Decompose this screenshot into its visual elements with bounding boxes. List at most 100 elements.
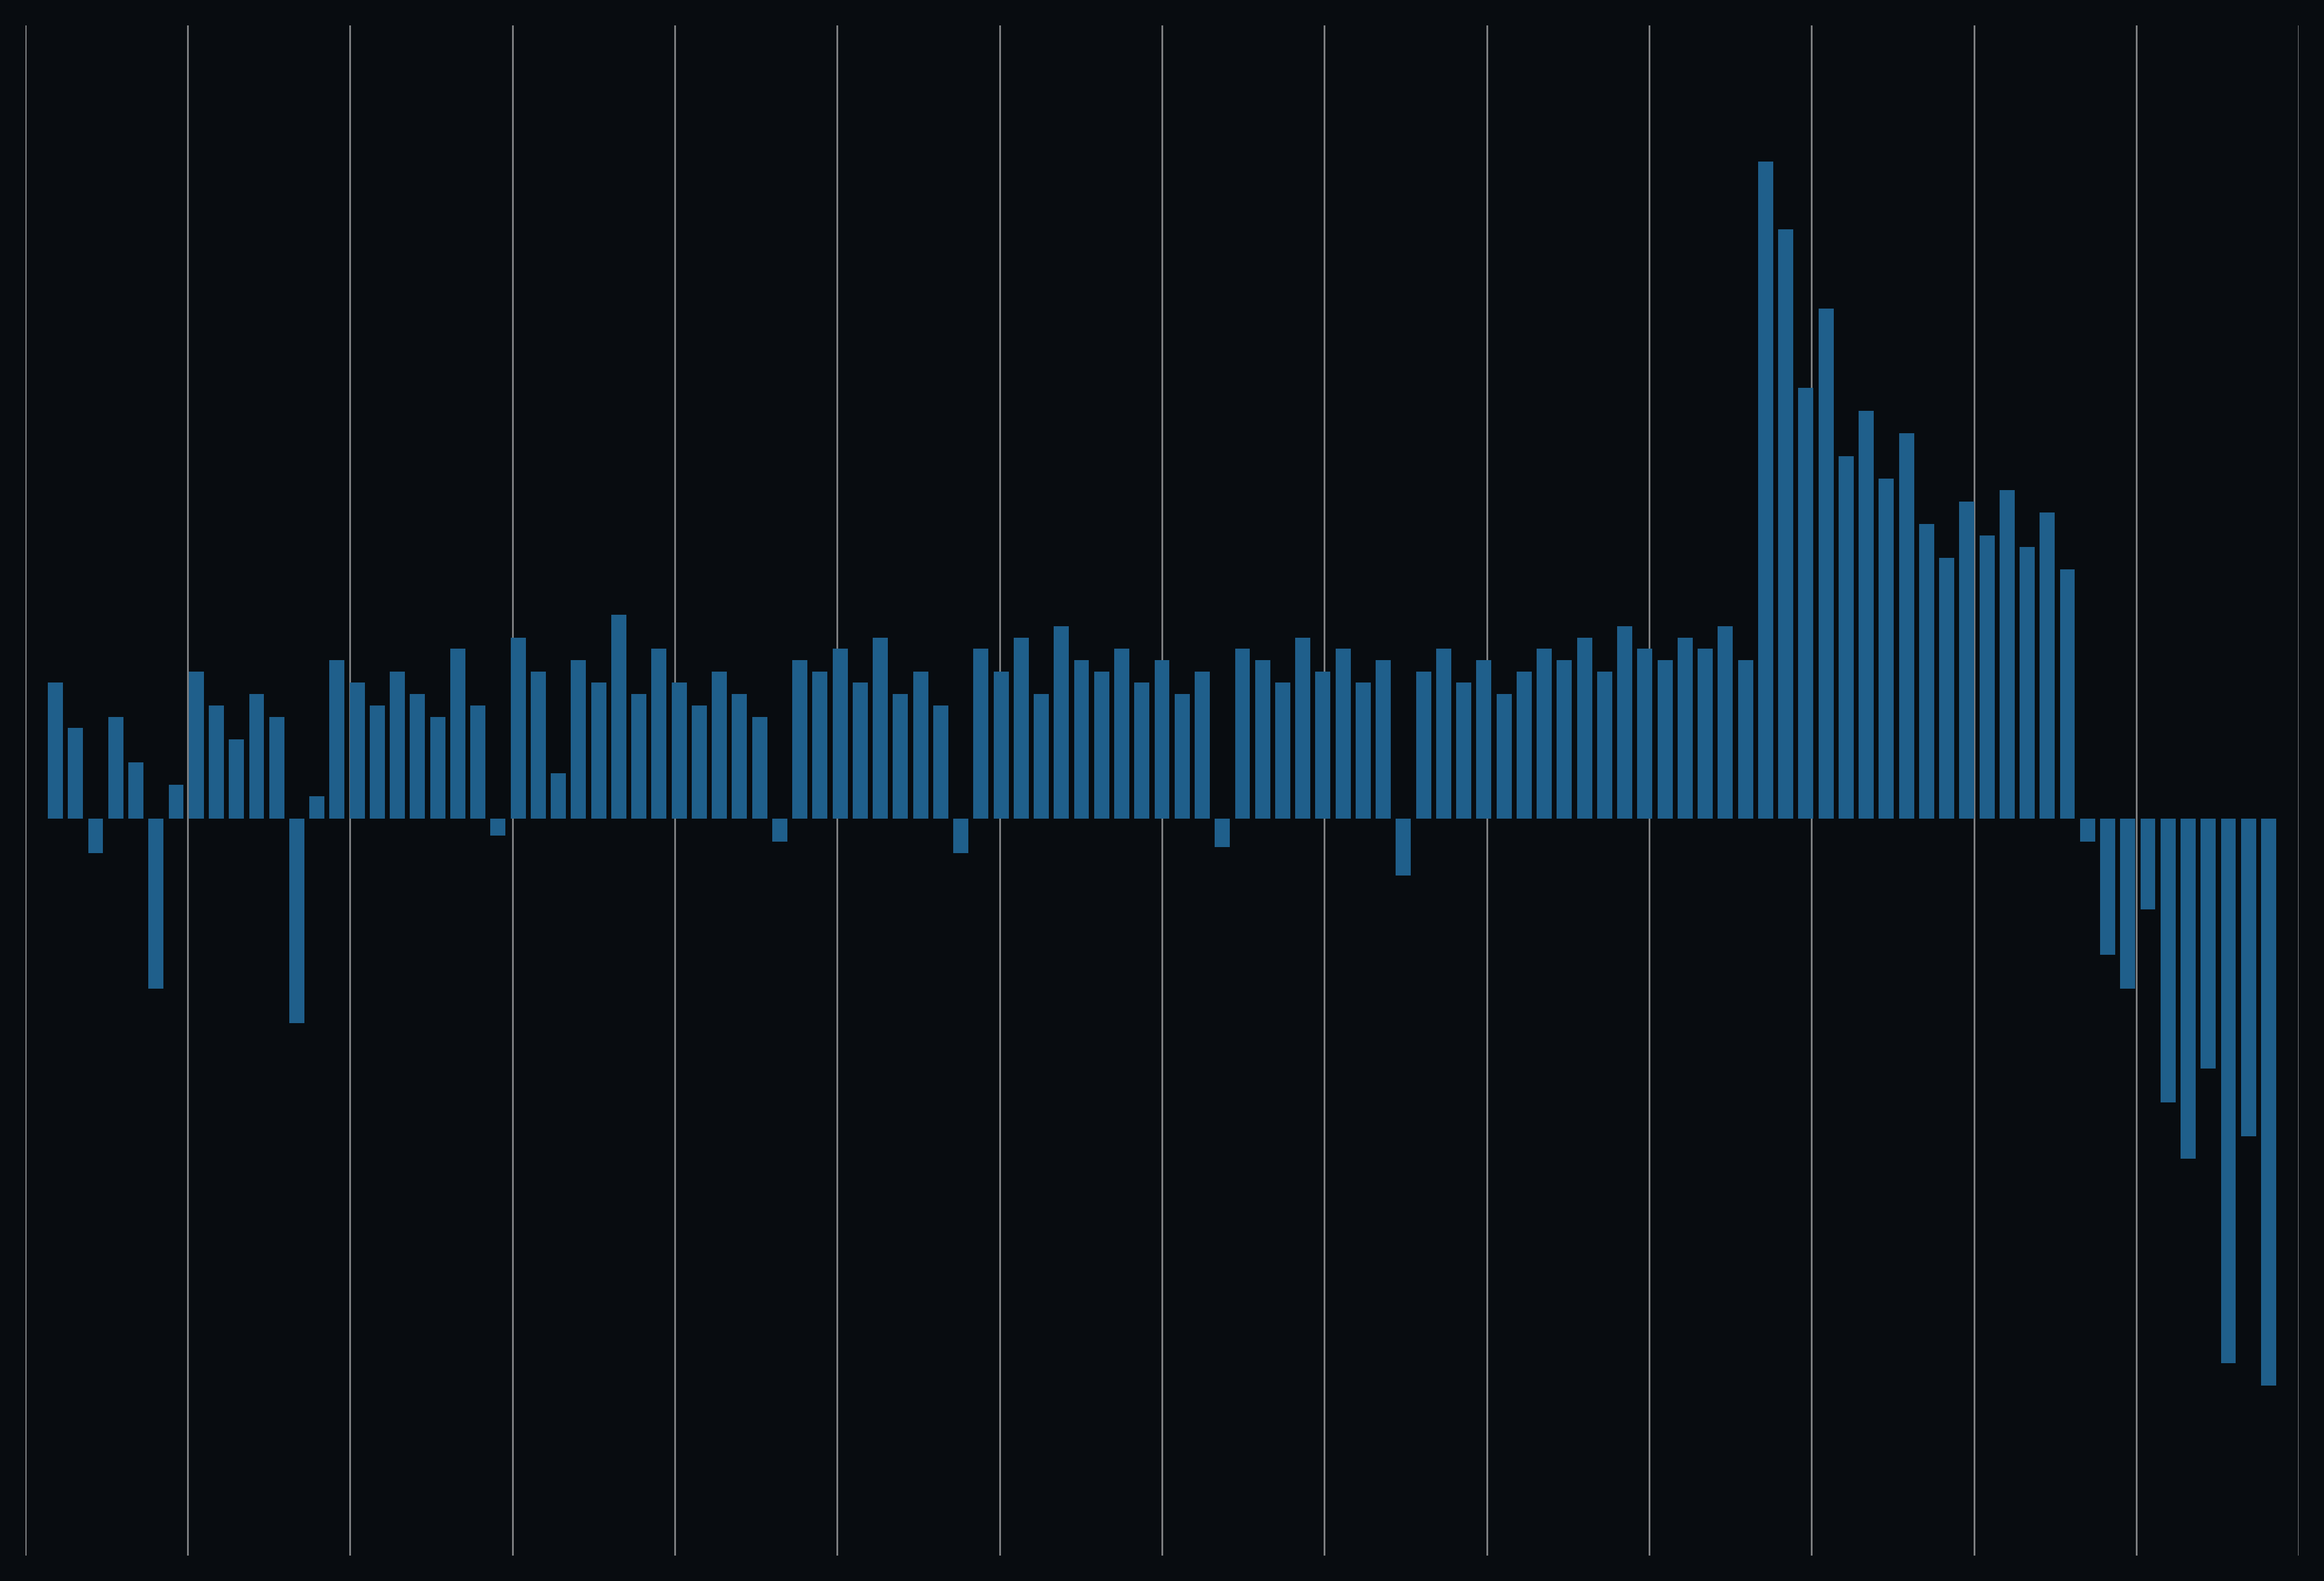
Bar — [209, 705, 223, 819]
Bar — [230, 740, 244, 819]
Bar — [2161, 819, 2175, 1102]
Bar — [88, 819, 102, 852]
Bar — [792, 661, 806, 819]
Bar — [590, 683, 607, 819]
Bar — [67, 729, 84, 819]
Bar — [170, 784, 184, 819]
Bar — [1557, 661, 1571, 819]
Bar — [370, 705, 386, 819]
Bar — [813, 672, 827, 819]
Bar — [832, 648, 848, 819]
Bar — [1095, 672, 1109, 819]
Bar — [732, 694, 746, 819]
Bar — [2201, 819, 2215, 1069]
Bar — [1878, 479, 1894, 819]
Bar — [469, 705, 486, 819]
Bar — [2020, 547, 2036, 819]
Bar — [349, 683, 365, 819]
Bar — [1074, 661, 1090, 819]
Bar — [1518, 672, 1532, 819]
Bar — [1034, 694, 1048, 819]
Bar — [1113, 648, 1129, 819]
Bar — [1959, 501, 1975, 819]
Bar — [1436, 648, 1450, 819]
Bar — [1799, 387, 1813, 819]
Bar — [934, 705, 948, 819]
Bar — [1134, 683, 1150, 819]
Bar — [188, 672, 205, 819]
Bar — [772, 819, 788, 841]
Bar — [1376, 661, 1390, 819]
Bar — [672, 683, 686, 819]
Bar — [1536, 648, 1552, 819]
Bar — [551, 773, 567, 819]
Bar — [390, 672, 404, 819]
Bar — [1294, 637, 1311, 819]
Bar — [2180, 819, 2196, 1159]
Bar — [572, 661, 586, 819]
Bar — [2119, 819, 2136, 988]
Bar — [1497, 694, 1511, 819]
Bar — [49, 683, 63, 819]
Bar — [1717, 626, 1734, 819]
Bar — [1859, 411, 1873, 819]
Bar — [1699, 648, 1713, 819]
Bar — [2261, 819, 2275, 1385]
Bar — [409, 694, 425, 819]
Bar — [1457, 683, 1471, 819]
Bar — [1053, 626, 1069, 819]
Bar — [1195, 672, 1211, 819]
Bar — [693, 705, 706, 819]
Bar — [1215, 819, 1229, 847]
Bar — [2059, 569, 2075, 819]
Bar — [1013, 637, 1030, 819]
Bar — [1174, 694, 1190, 819]
Bar — [953, 819, 969, 852]
Bar — [711, 672, 727, 819]
Bar — [651, 648, 667, 819]
Bar — [1597, 672, 1613, 819]
Bar — [992, 672, 1009, 819]
Bar — [1738, 661, 1752, 819]
Bar — [511, 637, 525, 819]
Bar — [2080, 819, 2094, 841]
Bar — [2040, 512, 2054, 819]
Bar — [1276, 683, 1290, 819]
Bar — [1980, 536, 1994, 819]
Bar — [913, 672, 927, 819]
Bar — [2140, 819, 2154, 909]
Bar — [1920, 523, 1934, 819]
Bar — [270, 716, 284, 819]
Bar — [1255, 661, 1271, 819]
Bar — [611, 615, 625, 819]
Bar — [1578, 637, 1592, 819]
Bar — [1757, 161, 1773, 819]
Bar — [490, 819, 507, 836]
Bar — [1476, 661, 1492, 819]
Bar — [309, 797, 325, 819]
Bar — [249, 694, 265, 819]
Bar — [530, 672, 546, 819]
Bar — [288, 819, 304, 1023]
Bar — [974, 648, 988, 819]
Bar — [2222, 819, 2236, 1363]
Bar — [1657, 661, 1673, 819]
Bar — [1315, 672, 1332, 819]
Bar — [1938, 558, 1954, 819]
Bar — [1678, 637, 1692, 819]
Bar — [330, 661, 344, 819]
Bar — [632, 694, 646, 819]
Bar — [451, 648, 465, 819]
Bar — [1155, 661, 1169, 819]
Bar — [892, 694, 909, 819]
Bar — [2240, 819, 2257, 1137]
Bar — [149, 819, 163, 988]
Bar — [1778, 229, 1794, 819]
Bar — [753, 716, 767, 819]
Bar — [1838, 455, 1855, 819]
Bar — [1817, 308, 1834, 819]
Bar — [1638, 648, 1652, 819]
Bar — [1618, 626, 1631, 819]
Bar — [1999, 490, 2015, 819]
Bar — [1397, 819, 1411, 876]
